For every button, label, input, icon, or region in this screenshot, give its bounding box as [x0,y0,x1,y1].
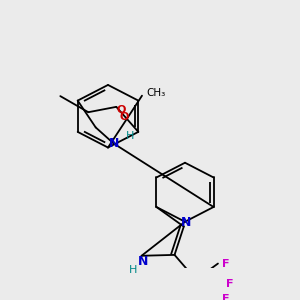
Text: N: N [181,217,191,230]
Text: O: O [117,104,126,115]
Text: H: H [125,131,134,141]
Text: CH₃: CH₃ [146,88,166,98]
Text: F: F [226,279,234,289]
Text: N: N [109,137,119,150]
Text: N: N [138,255,149,268]
Text: H: H [129,265,138,275]
Text: F: F [222,259,230,269]
Text: O: O [119,112,129,122]
Text: F: F [222,294,230,300]
